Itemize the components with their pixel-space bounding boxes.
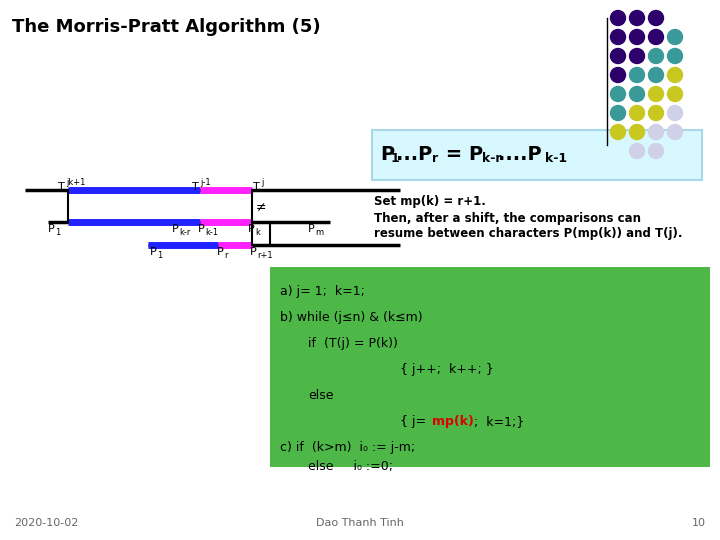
Circle shape [629,105,644,120]
Circle shape [649,10,664,25]
Circle shape [667,125,683,139]
Circle shape [611,68,626,83]
Text: P: P [308,224,315,234]
Text: ;  k=1;}: ; k=1;} [474,415,524,428]
Circle shape [667,86,683,102]
Text: jk+1: jk+1 [66,178,86,187]
Circle shape [611,49,626,64]
Circle shape [667,49,683,64]
Circle shape [667,68,683,83]
Text: r+1: r+1 [257,251,273,260]
Circle shape [649,86,664,102]
Text: c) if  (k>m)  i₀ := j-m;: c) if (k>m) i₀ := j-m; [280,441,415,454]
Text: a) j= 1;  k=1;: a) j= 1; k=1; [280,285,365,298]
Text: T: T [58,182,65,192]
Text: b) while (j≤n) & (k≤m): b) while (j≤n) & (k≤m) [280,311,423,324]
FancyBboxPatch shape [270,267,710,467]
Text: resume between characters P(mp(k)) and T(j).: resume between characters P(mp(k)) and T… [374,227,683,240]
Circle shape [649,105,664,120]
Text: k-r: k-r [482,152,502,165]
Text: r: r [224,251,228,260]
Text: Set mp(k) = r+1.: Set mp(k) = r+1. [374,195,486,208]
Text: The Morris-Pratt Algorithm (5): The Morris-Pratt Algorithm (5) [12,18,320,36]
Text: 2020-10-02: 2020-10-02 [14,518,78,528]
Text: T: T [253,182,260,192]
Text: else: else [308,389,333,402]
Text: ....P: ....P [498,145,541,165]
Circle shape [611,30,626,44]
Circle shape [649,125,664,139]
Text: ...P: ...P [396,145,432,165]
Circle shape [611,125,626,139]
Text: k-1: k-1 [545,152,567,165]
Text: k: k [255,228,260,237]
Text: { j++;  k++; }: { j++; k++; } [400,363,494,376]
Circle shape [629,30,644,44]
Text: P: P [250,247,257,257]
Text: P: P [150,247,157,257]
Circle shape [611,105,626,120]
Circle shape [667,105,683,120]
Text: { j=: { j= [400,415,426,428]
Text: j-1: j-1 [200,178,211,187]
Text: j: j [261,178,264,187]
Circle shape [667,30,683,44]
Text: P: P [217,247,224,257]
Text: else     i₀ :=0;: else i₀ :=0; [308,460,393,473]
Text: k-1: k-1 [205,228,218,237]
Circle shape [629,10,644,25]
Text: if  (T(j) = P(k)): if (T(j) = P(k)) [308,337,398,350]
Circle shape [611,86,626,102]
Text: 1: 1 [55,228,60,237]
Text: Then, after a shift, the comparisons can: Then, after a shift, the comparisons can [374,212,641,225]
Circle shape [649,144,664,159]
Text: k-r: k-r [179,228,190,237]
FancyBboxPatch shape [372,130,702,180]
Text: 1: 1 [391,152,400,165]
Text: P: P [48,224,55,234]
Circle shape [629,125,644,139]
Text: 1: 1 [157,251,162,260]
Circle shape [629,144,644,159]
Text: 10: 10 [692,518,706,528]
Text: m: m [315,228,323,237]
Circle shape [629,49,644,64]
Text: mp(k): mp(k) [432,415,474,428]
Text: P: P [248,224,255,234]
Text: P: P [172,224,179,234]
Text: = P: = P [439,145,483,165]
Circle shape [629,68,644,83]
Text: P: P [198,224,204,234]
Text: r: r [432,152,438,165]
Text: T: T [192,182,199,192]
Circle shape [649,68,664,83]
Text: Dao Thanh Tinh: Dao Thanh Tinh [316,518,404,528]
Circle shape [629,86,644,102]
Circle shape [611,10,626,25]
Circle shape [649,49,664,64]
Circle shape [649,30,664,44]
Text: P: P [380,145,394,165]
Text: ≠: ≠ [256,200,266,213]
